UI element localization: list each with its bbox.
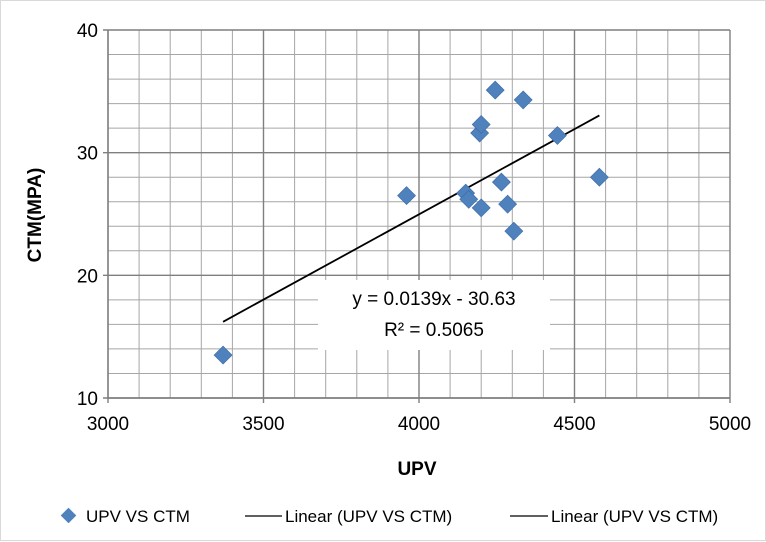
x-tick-label: 4000 bbox=[398, 414, 440, 435]
data-point-diamond bbox=[491, 172, 511, 192]
x-tick-label: 5000 bbox=[709, 414, 751, 435]
data-point-diamond bbox=[213, 345, 233, 365]
axis-layer bbox=[107, 30, 730, 399]
data-point-diamond bbox=[513, 90, 533, 110]
data-point-diamond bbox=[471, 115, 491, 134]
equation-box-background bbox=[318, 280, 550, 350]
trendline-equation-box: y = 0.0139x - 30.63 R² = 0.5065 bbox=[318, 280, 550, 350]
x-axis-title: UPV bbox=[397, 459, 436, 480]
y-tick-label: 30 bbox=[77, 144, 98, 165]
x-tick-label: 4500 bbox=[553, 414, 595, 435]
data-point-diamond bbox=[471, 198, 491, 218]
data-point-diamond bbox=[459, 189, 479, 209]
data-point-diamond bbox=[397, 186, 416, 206]
tick-labels: 3000 3500 4000 4500 5000 10 20 30 40 bbox=[77, 21, 751, 435]
data-point-diamond bbox=[498, 194, 518, 214]
legend-item-trendline-1: Linear (UPV VS CTM) bbox=[245, 507, 452, 526]
legend-label-trendline-1: Linear (UPV VS CTM) bbox=[285, 507, 452, 526]
legend-label-trendline-2: Linear (UPV VS CTM) bbox=[551, 507, 718, 526]
trendline-equation: y = 0.0139x - 30.63 bbox=[352, 289, 515, 310]
linear-trendline bbox=[222, 114, 600, 323]
data-points bbox=[213, 80, 609, 365]
data-point-diamond bbox=[485, 80, 505, 100]
trendline-layer bbox=[222, 114, 600, 323]
legend-label-series: UPV VS CTM bbox=[86, 507, 190, 526]
x-tick-label: 3000 bbox=[87, 414, 129, 435]
trendline-r-squared: R² = 0.5065 bbox=[384, 320, 484, 341]
y-tick-label: 40 bbox=[77, 21, 98, 42]
data-point-diamond bbox=[547, 126, 567, 145]
legend-item-trendline-2: Linear (UPV VS CTM) bbox=[510, 507, 718, 526]
y-tick-label: 10 bbox=[77, 389, 98, 410]
legend-item-series: UPV VS CTM bbox=[60, 507, 190, 526]
y-axis-title: CTM(MPA) bbox=[25, 168, 46, 263]
x-tick-label: 3500 bbox=[242, 414, 284, 435]
y-tick-label: 20 bbox=[77, 266, 98, 287]
data-point-diamond bbox=[504, 221, 524, 241]
legend-diamond-marker bbox=[60, 507, 77, 524]
legend: UPV VS CTM Linear (UPV VS CTM) Linear (U… bbox=[60, 507, 718, 526]
data-point-diamond bbox=[589, 167, 609, 187]
